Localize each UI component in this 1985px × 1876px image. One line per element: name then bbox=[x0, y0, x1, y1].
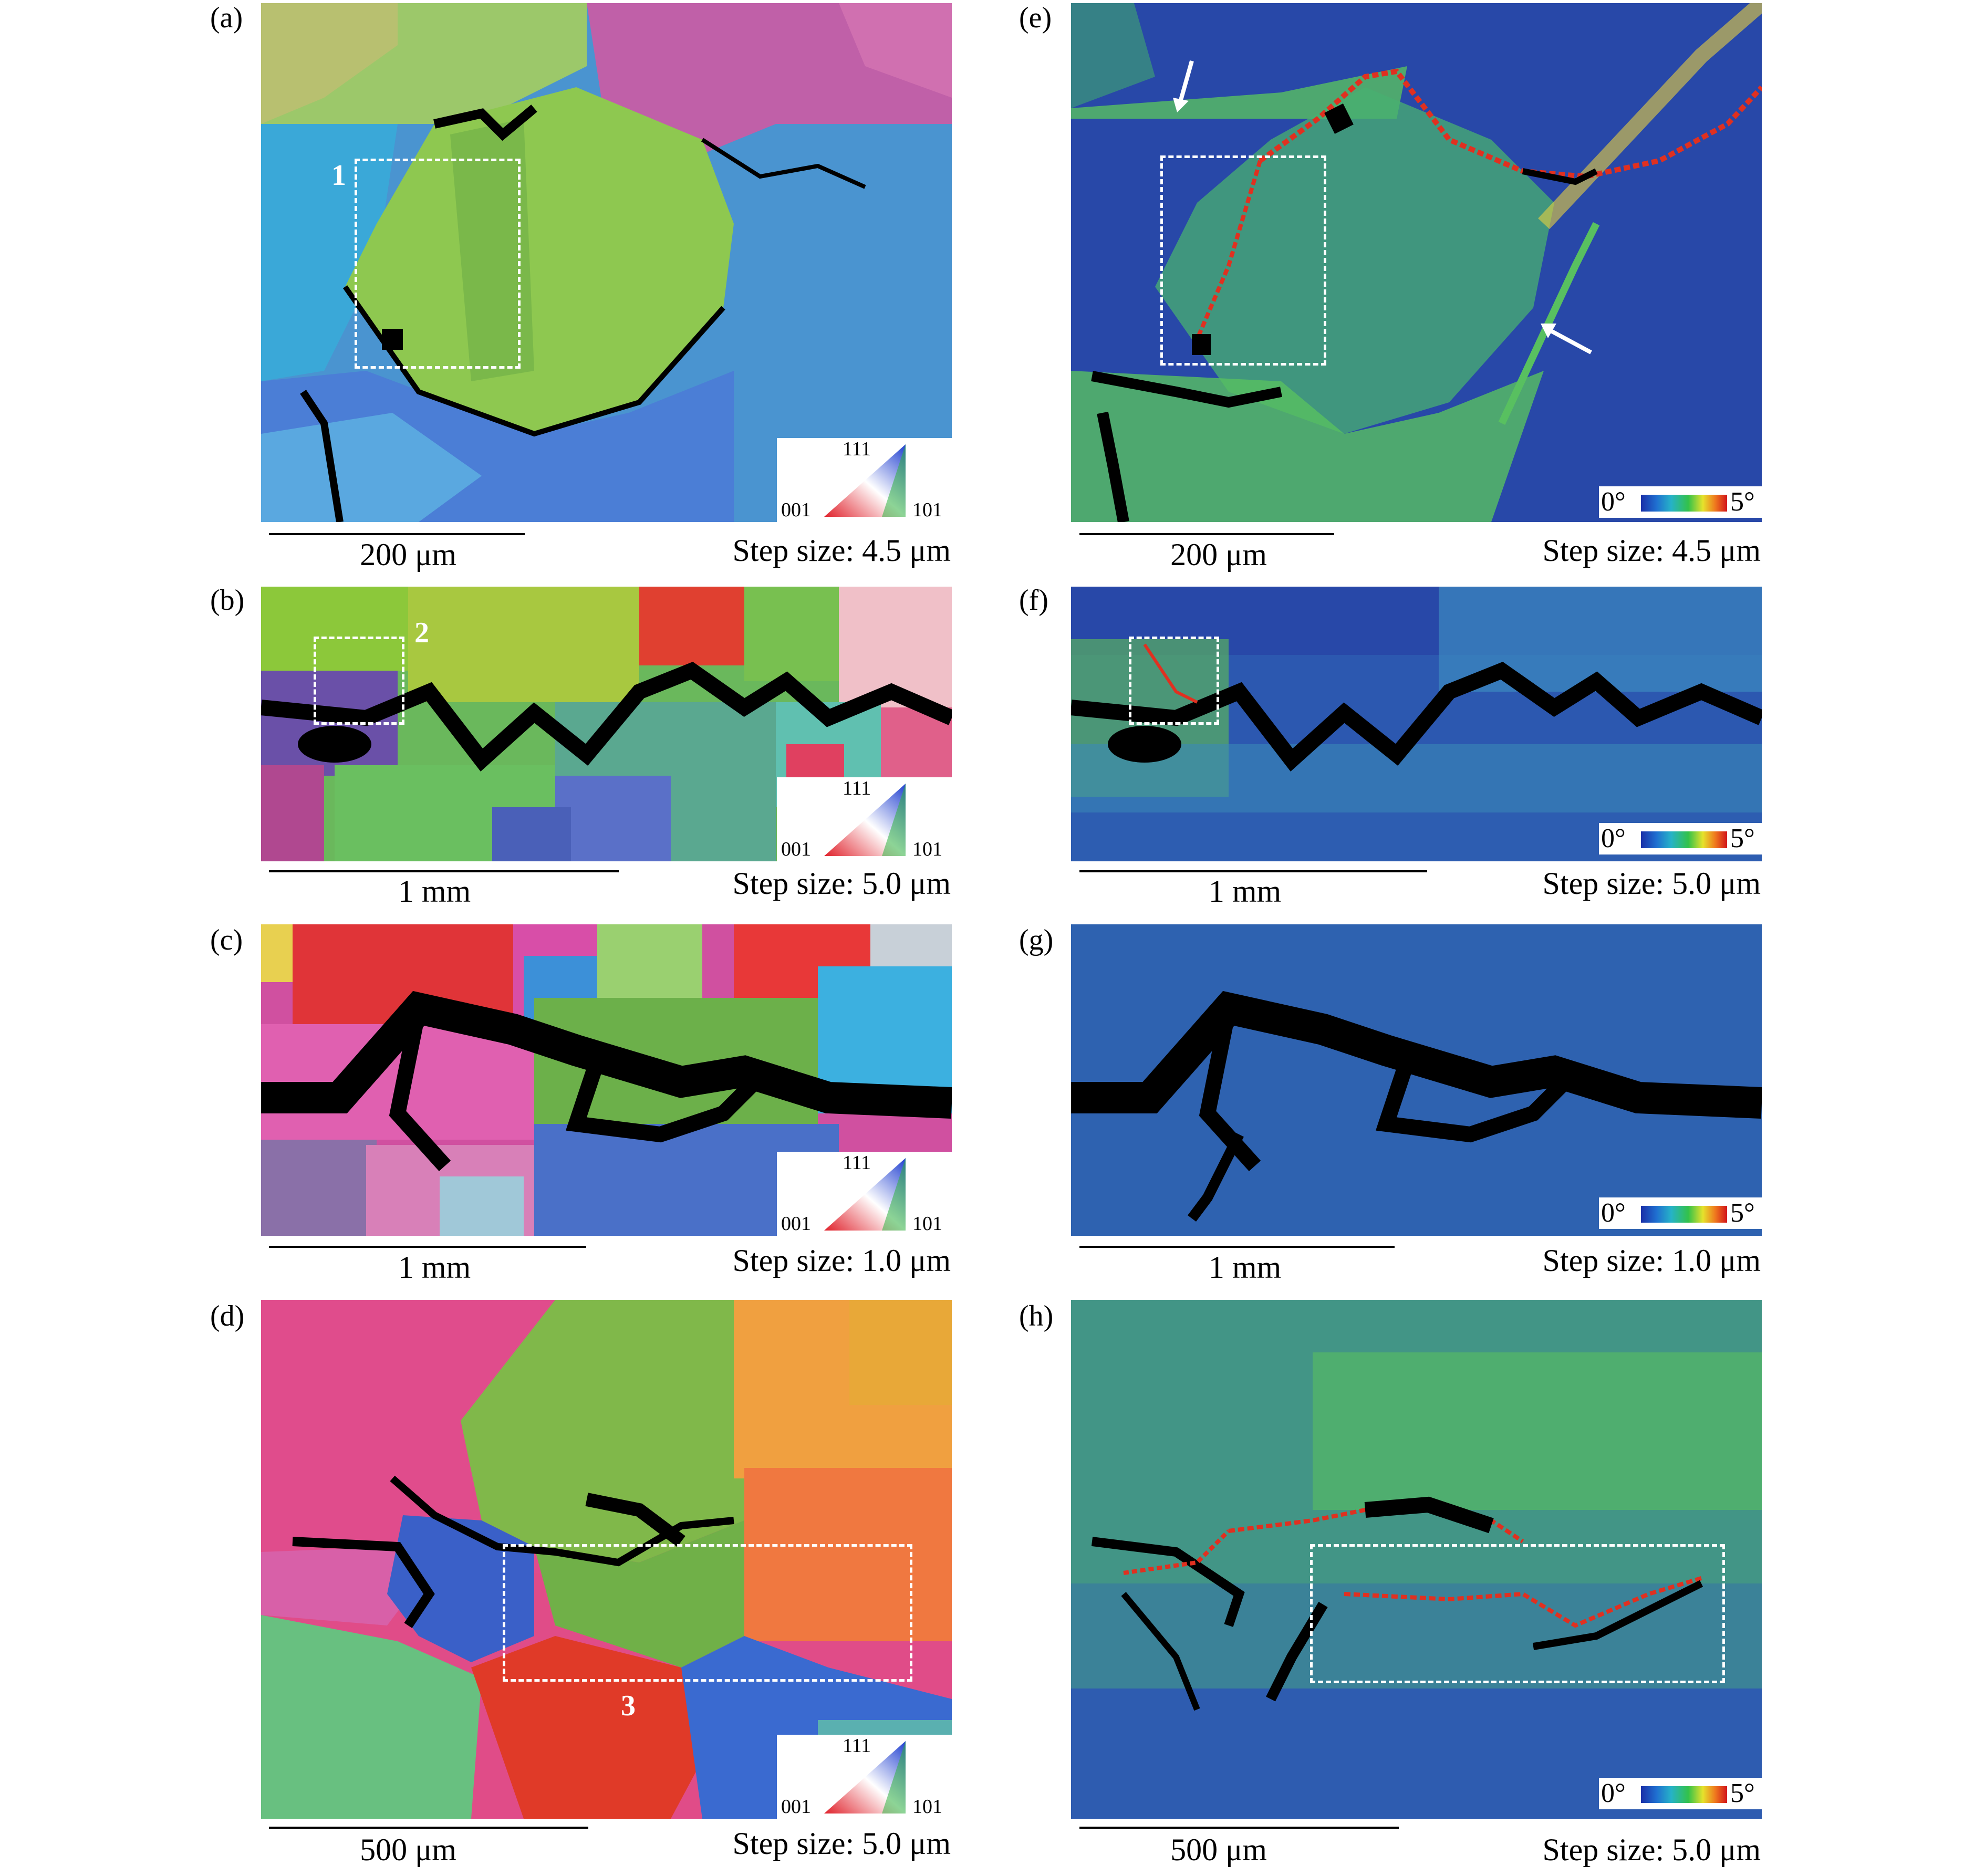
kam-map-h: 0° 5° bbox=[1071, 1300, 1762, 1819]
panel-label-d: (d) bbox=[210, 1300, 245, 1332]
kam-map-e: 0° 5° bbox=[1071, 3, 1762, 522]
step-size-h: Step size: 5.0 μm bbox=[1542, 1832, 1761, 1867]
scale-bar-c bbox=[269, 1246, 586, 1248]
ipf-map-a: 1 111 001 101 bbox=[261, 3, 952, 522]
ipf-legend-111: 111 bbox=[843, 1735, 871, 1757]
scale-label-a: 200 μm bbox=[360, 537, 456, 572]
ipf-legend-101: 101 bbox=[912, 499, 942, 521]
step-size-e: Step size: 4.5 μm bbox=[1542, 533, 1761, 568]
kam-legend-max: 5° bbox=[1730, 487, 1755, 517]
panel-label-c: (c) bbox=[210, 924, 243, 956]
scale-label-c: 1 mm bbox=[398, 1250, 471, 1285]
ipf-legend-a: 111 001 101 bbox=[777, 438, 952, 522]
kam-map-e-image bbox=[1071, 3, 1762, 522]
ipf-triangle-icon bbox=[824, 444, 906, 517]
panel-label-a: (a) bbox=[210, 2, 243, 34]
kam-legend-min: 0° bbox=[1601, 1778, 1626, 1808]
ipf-map-b: 2 111 001 101 bbox=[261, 587, 952, 861]
scale-bar-d bbox=[269, 1827, 588, 1829]
kam-map-h-image bbox=[1071, 1300, 1762, 1711]
kam-legend-max: 5° bbox=[1730, 1778, 1755, 1808]
region-box-1 bbox=[355, 159, 521, 369]
panel-label-f: (f) bbox=[1019, 584, 1048, 617]
panel-label-h: (h) bbox=[1019, 1300, 1054, 1332]
kam-map-f-image bbox=[1071, 587, 1762, 861]
step-size-c: Step size: 1.0 μm bbox=[732, 1243, 951, 1278]
ipf-legend-111: 111 bbox=[843, 438, 871, 460]
step-size-b: Step size: 5.0 μm bbox=[732, 866, 951, 901]
kam-colorbar bbox=[1641, 1786, 1727, 1803]
ipf-legend-101: 101 bbox=[912, 1796, 942, 1818]
ipf-triangle-icon bbox=[824, 1158, 906, 1231]
ipf-legend-001: 001 bbox=[781, 1213, 811, 1235]
region-box-3-kam bbox=[1310, 1544, 1725, 1683]
ipf-map-d: 3 111 001 101 bbox=[261, 1300, 952, 1819]
ipf-map-a-image bbox=[261, 3, 952, 522]
kam-legend-f: 0° 5° bbox=[1599, 823, 1762, 854]
arrow-icon-right bbox=[1541, 324, 1592, 355]
kam-legend-h: 0° 5° bbox=[1599, 1778, 1762, 1809]
ipf-legend-c: 111 001 101 bbox=[777, 1152, 952, 1236]
step-size-f: Step size: 5.0 μm bbox=[1542, 866, 1761, 901]
ipf-legend-111: 111 bbox=[843, 1152, 871, 1174]
scale-label-e: 200 μm bbox=[1170, 537, 1267, 572]
kam-legend-min: 0° bbox=[1601, 1198, 1626, 1228]
scale-bar-b bbox=[269, 870, 619, 872]
kam-legend-max: 5° bbox=[1730, 824, 1755, 853]
kam-legend-e: 0° 5° bbox=[1599, 486, 1762, 518]
ipf-legend-101: 101 bbox=[912, 1213, 942, 1235]
ipf-triangle-icon bbox=[824, 784, 906, 856]
scale-bar-a bbox=[269, 533, 525, 535]
ipf-triangle-icon bbox=[824, 1741, 906, 1814]
kam-colorbar bbox=[1641, 831, 1727, 848]
ipf-legend-b: 111 001 101 bbox=[777, 777, 952, 861]
region-box-3 bbox=[503, 1544, 912, 1682]
kam-map-g-image bbox=[1071, 991, 1762, 1222]
kam-colorbar bbox=[1641, 495, 1727, 512]
kam-map-g: 0° 5° bbox=[1071, 924, 1762, 1236]
scale-label-f: 1 mm bbox=[1208, 874, 1282, 909]
kam-legend-min: 0° bbox=[1601, 487, 1626, 517]
kam-legend-max: 5° bbox=[1730, 1198, 1755, 1228]
ipf-legend-001: 001 bbox=[781, 838, 811, 860]
ipf-map-b-image bbox=[261, 587, 952, 861]
kam-legend-min: 0° bbox=[1601, 824, 1626, 853]
ipf-legend-001: 001 bbox=[781, 499, 811, 521]
region-box-2 bbox=[314, 637, 404, 725]
kam-map-f: 0° 5° bbox=[1071, 587, 1762, 861]
region-box-2-kam bbox=[1129, 637, 1219, 725]
scale-label-g: 1 mm bbox=[1208, 1250, 1282, 1285]
region-label-1: 1 bbox=[331, 159, 346, 192]
scale-bar-h bbox=[1079, 1827, 1399, 1829]
ipf-map-c: 111 001 101 bbox=[261, 924, 952, 1236]
step-size-d: Step size: 5.0 μm bbox=[732, 1826, 951, 1861]
panel-label-e: (e) bbox=[1019, 2, 1052, 34]
scale-label-d: 500 μm bbox=[360, 1832, 456, 1867]
step-size-g: Step size: 1.0 μm bbox=[1542, 1243, 1761, 1278]
panel-label-b: (b) bbox=[210, 584, 245, 617]
ipf-legend-101: 101 bbox=[912, 838, 942, 860]
region-box-1-kam bbox=[1160, 155, 1326, 366]
scale-bar-e bbox=[1079, 533, 1334, 535]
kam-legend-g: 0° 5° bbox=[1599, 1197, 1762, 1229]
scale-bar-g bbox=[1079, 1246, 1395, 1248]
arrow-icon-top bbox=[1173, 60, 1194, 112]
scale-label-b: 1 mm bbox=[398, 874, 471, 909]
ipf-legend-001: 001 bbox=[781, 1796, 811, 1818]
step-size-a: Step size: 4.5 μm bbox=[732, 533, 951, 568]
region-label-2: 2 bbox=[414, 617, 429, 649]
panel-label-g: (g) bbox=[1019, 924, 1054, 956]
region-label-3: 3 bbox=[621, 1690, 636, 1722]
ipf-legend-d: 111 001 101 bbox=[777, 1735, 952, 1819]
kam-colorbar bbox=[1641, 1206, 1727, 1223]
scale-label-h: 500 μm bbox=[1170, 1832, 1267, 1867]
ipf-legend-111: 111 bbox=[843, 777, 871, 799]
scale-bar-f bbox=[1079, 870, 1427, 872]
